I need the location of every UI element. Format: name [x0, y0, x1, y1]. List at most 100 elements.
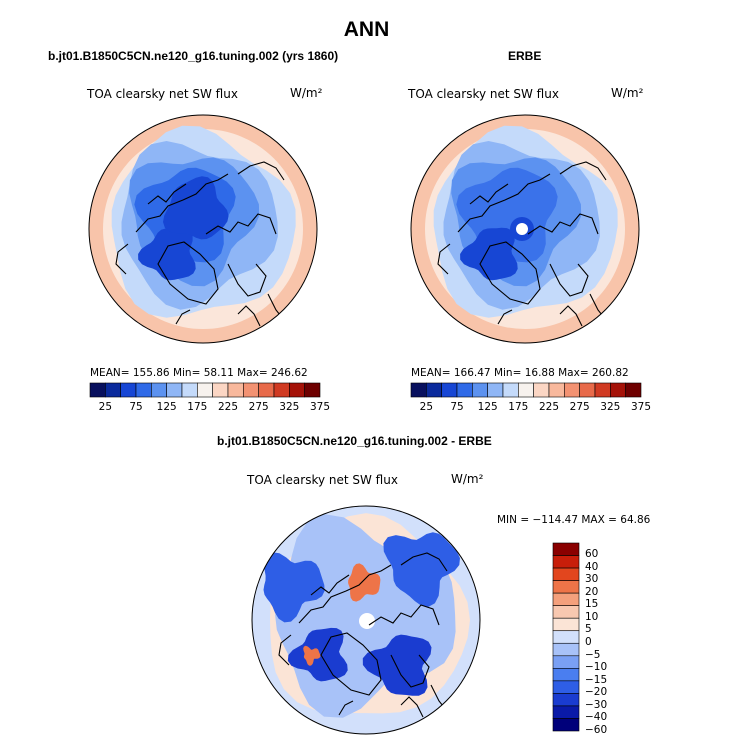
panel2-colorbar-box	[502, 382, 519, 398]
panel3-colorbar-box	[552, 567, 580, 581]
panel1-map-border	[88, 114, 318, 344]
panel1-colorbar-box	[227, 382, 244, 398]
panel1-colorbar-box	[166, 382, 183, 398]
panel1-coastline	[115, 243, 129, 275]
panel3-coastline	[400, 552, 448, 572]
panel2-coastline	[457, 173, 551, 233]
panel2-colorbar-box	[472, 382, 488, 398]
panel1-colorbar-box	[212, 382, 229, 398]
panel3-colorbar-box	[552, 680, 580, 694]
panel2-colorbar-box	[533, 382, 550, 398]
panel3-colorbar-box	[552, 580, 580, 594]
panel2-colorbar-tick-label: 75	[450, 401, 464, 413]
panel3-coastline	[310, 574, 350, 596]
panel1-colorbar	[89, 382, 321, 398]
panel1-coastline	[227, 263, 267, 297]
panel3-colorbar-box	[552, 617, 580, 632]
panel1-colorbar-box	[105, 382, 121, 398]
panel2-coastline	[469, 183, 509, 205]
panel1-colorbar-box	[151, 382, 167, 398]
panel1-colorbar-box	[89, 382, 106, 398]
panel3-colorbar-tick-label: −15	[585, 673, 608, 686]
panel2-colorbar-box	[594, 382, 611, 398]
panel3-colorbar-tick-label: 60	[585, 548, 599, 561]
panel3-colorbar-box	[552, 630, 580, 644]
panel3-band	[383, 532, 460, 607]
panel2-polar-map	[410, 114, 640, 344]
panel3-colorbar-box	[552, 718, 580, 732]
panel3-colorbar-tick-label: −40	[585, 711, 608, 724]
panel1-polar-map	[88, 114, 318, 344]
panel3-polar-map	[251, 505, 481, 735]
panel3-colorbar-box	[552, 555, 580, 569]
panel2-colorbar-tick-label: 25	[419, 401, 434, 413]
panel1-variable-label: TOA clearsky net SW flux	[87, 87, 238, 101]
panel3-colorbar-box	[552, 705, 580, 719]
panel3-colorbar-box	[552, 693, 580, 707]
panel2-coastline	[527, 213, 599, 235]
panel3-band	[348, 563, 381, 602]
panel2-colorbar-box	[579, 382, 596, 398]
panel2-coastline	[559, 305, 583, 327]
panel2-coastline	[437, 243, 451, 275]
panel3-band	[263, 552, 325, 623]
panel1-colorbar-box	[243, 382, 259, 398]
panel1-colorbar-tick-label: 175	[187, 401, 208, 413]
panel3-coastline	[368, 604, 440, 626]
panel1-colorbar-tick-label: 25	[98, 401, 113, 413]
panel3-colorbar-tick-label: 40	[585, 560, 599, 573]
panel1-coastline	[175, 309, 191, 325]
panel2-coastline	[479, 241, 541, 305]
panel1-colorbar-box	[135, 382, 152, 398]
panel3-colorbar-tick-label: 15	[585, 598, 599, 611]
panel3-colorbar-box	[552, 655, 580, 669]
panel2-colorbar-box	[410, 382, 427, 398]
panel1-coastline	[135, 173, 229, 233]
panel2-colorbar-box	[610, 382, 626, 398]
panel1-band	[163, 176, 229, 240]
panel3-colorbar-tick-label: 20	[585, 585, 599, 598]
panel2-colorbar-tick-label: 325	[600, 401, 621, 413]
panel1-colorbar-box	[181, 382, 198, 398]
panel3-colorbar-ticks: 60 40 30 20 15 10 5 0 −5 −10 −15 −20 −30 −40 −60	[585, 543, 625, 735]
panel3-band	[362, 634, 432, 696]
panel3-coastline	[298, 564, 392, 624]
panel2-stats: MEAN= 166.47 Min= 16.88 Max= 260.82	[411, 367, 629, 379]
panel1-colorbar-box	[120, 382, 137, 398]
panel2-pole-hole	[516, 223, 528, 235]
panel2-colorbar-box	[625, 382, 642, 398]
panel1-colorbar-box	[197, 382, 213, 398]
panel3-colorbar-tick-label: −10	[585, 661, 608, 674]
panel3-band	[303, 645, 321, 666]
panel3-colorbar-box	[552, 592, 580, 606]
panel3-coastline	[278, 634, 292, 666]
panel2-field	[411, 115, 639, 343]
panel3-colorbar	[552, 542, 580, 732]
panel3-case-title: b.jt01.B1850C5CN.ne120_g16.tuning.002 - …	[217, 434, 492, 448]
panel1-colorbar-tick-label: 325	[279, 401, 300, 413]
panel2-colorbar-tick-label: 375	[630, 401, 652, 413]
panel2-coastline	[559, 161, 607, 181]
panel2-band	[460, 227, 518, 281]
panel2-colorbar-box	[548, 382, 565, 398]
panel1-coastline	[147, 183, 187, 205]
panel1-coastline	[237, 161, 285, 181]
panel2-colorbar-ticks: 25 75 125 175 225 275 325 375	[411, 401, 651, 415]
panel2-colorbar-box	[487, 382, 504, 398]
panel3-units-label: W/m²	[451, 472, 484, 486]
panel1-colorbar-box	[273, 382, 290, 398]
panel2-colorbar-tick-label: 275	[569, 401, 590, 413]
panel3-colorbar-tick-label: −5	[585, 648, 601, 661]
panel1-band	[138, 227, 196, 281]
panel1-coastline	[205, 213, 277, 235]
panel2-case-title: ERBE	[508, 49, 542, 63]
panel1-coastline	[237, 305, 261, 327]
panel3-map-border	[251, 505, 481, 735]
panel3-variable-label: TOA clearsky net SW flux	[247, 473, 398, 487]
panel2-colorbar	[410, 382, 642, 398]
panel2-colorbar-tick-label: 125	[477, 401, 498, 413]
panel3-colorbar-box	[552, 605, 580, 619]
panel3-colorbar-tick-label: −20	[585, 686, 608, 699]
panel1-stats: MEAN= 155.86 Min= 58.11 Max= 246.62	[90, 367, 308, 379]
panel1-colorbar-tick-label: 275	[248, 401, 269, 413]
